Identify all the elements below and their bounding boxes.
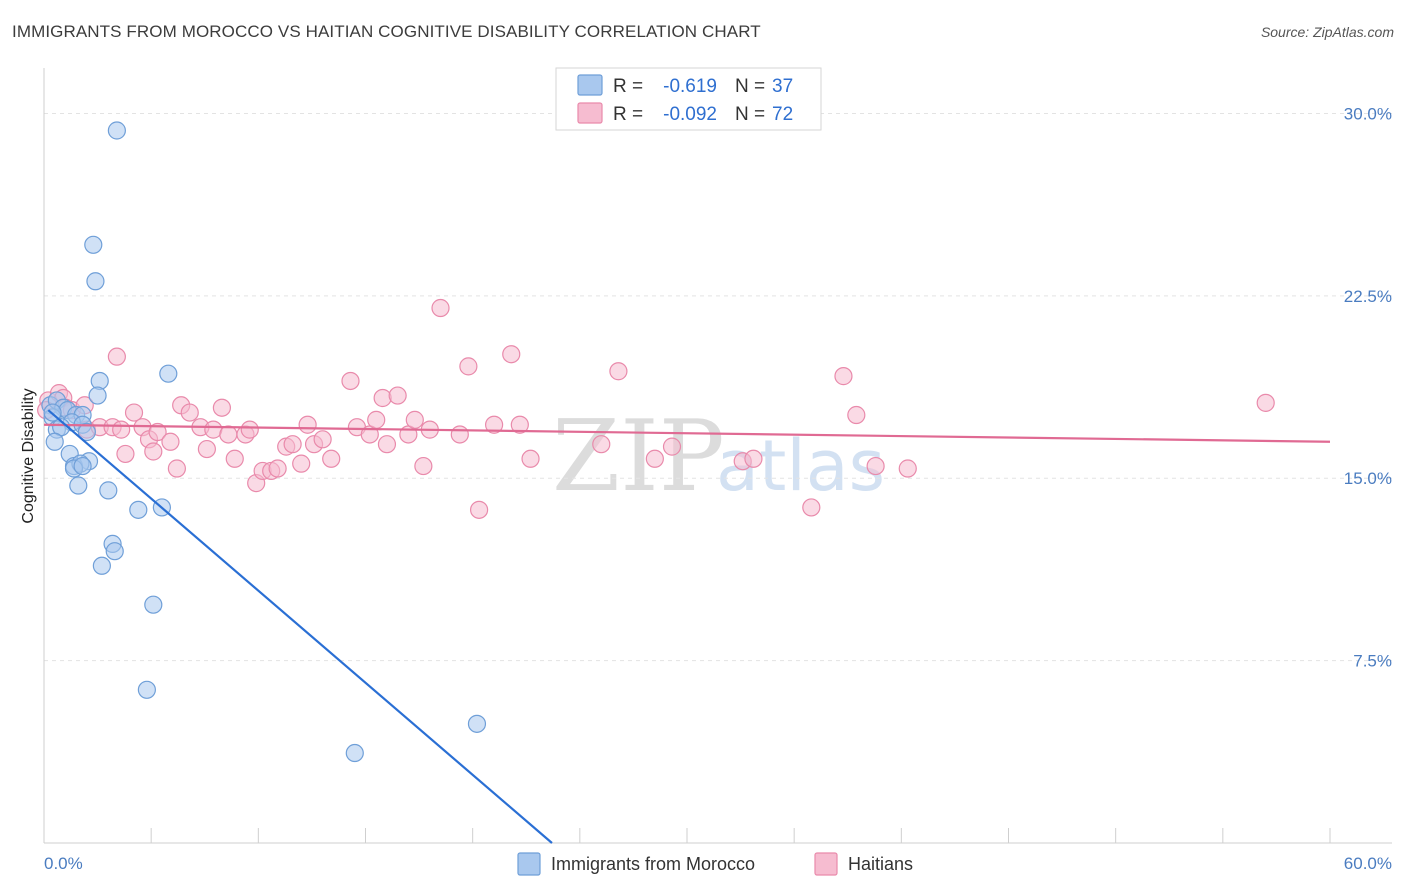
y-tick-label: 22.5% (1344, 287, 1392, 306)
legend-swatch-morocco (577, 74, 603, 96)
y-tick-label: 7.5% (1353, 652, 1392, 671)
haitians-point (1256, 393, 1275, 412)
haitians-point (662, 437, 682, 456)
morocco-trend-line (47, 409, 553, 844)
morocco-point (77, 422, 96, 442)
haitians-point (283, 435, 302, 454)
haitians-point (219, 425, 238, 444)
bottom-legend: Immigrants from Morocco Haitians (517, 852, 913, 876)
grid-lines (44, 112, 1392, 662)
morocco-point (144, 595, 163, 614)
morocco-point (69, 476, 88, 495)
haitians-point (502, 345, 521, 364)
haitians-point (521, 449, 540, 468)
haitians-point (268, 459, 287, 478)
y-tick-label: 30.0% (1344, 104, 1392, 123)
morocco-points (41, 121, 487, 763)
trend-lines (43, 409, 1331, 844)
haitians-point (367, 410, 386, 429)
source-credit: Source: ZipAtlas.com (1260, 24, 1394, 40)
morocco-point (92, 556, 111, 575)
morocco-point (86, 272, 105, 291)
morocco-point (84, 235, 103, 254)
haitians-point (485, 415, 504, 434)
legend-n-label-haitians: N = (735, 104, 765, 125)
haitians-point (388, 386, 407, 405)
chart-title: IMMIGRANTS FROM MOROCCO VS HAITIAN COGNI… (12, 22, 761, 41)
x-tick-label-max: 60.0% (1344, 854, 1392, 873)
haitians-point (645, 449, 664, 468)
haitians-point (802, 498, 821, 517)
haitians-point (744, 449, 763, 468)
haitians-point (405, 410, 424, 429)
legend-r-value-haitians: -0.092 (663, 104, 717, 125)
x-tick-label-min: 0.0% (44, 854, 83, 873)
morocco-point (88, 386, 107, 405)
haitians-point (204, 420, 223, 439)
haitians-point (373, 388, 392, 408)
morocco-point (73, 456, 92, 476)
haitians-point (341, 371, 360, 391)
haitians-point (112, 420, 131, 439)
x-axis-ticks (150, 828, 1331, 843)
morocco-point (129, 500, 148, 519)
haitians-point (107, 347, 126, 366)
haitians-point (431, 298, 450, 318)
haitians-point (148, 422, 167, 442)
legend-swatch-haitians (577, 102, 603, 124)
haitians-point (313, 430, 332, 449)
haitians-point (197, 439, 216, 459)
bottom-legend-swatch-morocco (517, 852, 541, 876)
haitians-point (469, 500, 489, 519)
y-tick-label: 15.0% (1344, 469, 1392, 488)
haitians-point (167, 459, 186, 478)
legend-n-label-morocco: N = (735, 76, 765, 97)
haitians-point (834, 367, 853, 386)
haitians-point (898, 459, 917, 478)
haitians-point (847, 405, 866, 425)
haitians-point (161, 432, 180, 451)
haitians-point (116, 444, 135, 464)
morocco-point (137, 680, 156, 699)
watermark-zip: ZIP (552, 400, 725, 514)
haitians-point (124, 403, 144, 422)
bottom-legend-label-haitians: Haitians (848, 854, 913, 874)
haitians-point (322, 449, 341, 468)
haitians-point (240, 420, 259, 439)
morocco-point (467, 714, 487, 733)
haitians-point (180, 403, 199, 422)
haitians-point (510, 415, 529, 434)
haitians-point (225, 449, 244, 468)
haitians-point (450, 425, 469, 444)
morocco-point (107, 121, 126, 140)
haitians-point (414, 456, 433, 476)
morocco-point (45, 432, 64, 451)
y-axis-tick-labels: 7.5% 15.0% 22.5% 30.0% (1344, 104, 1392, 670)
legend-r-label-morocco: R = (613, 76, 643, 97)
morocco-point (99, 481, 118, 500)
haitians-point (377, 435, 397, 454)
bottom-legend-label-morocco: Immigrants from Morocco (551, 854, 755, 874)
haitians-point (144, 442, 163, 461)
top-legend: R = -0.619 N = 37 R = -0.092 N = 72 (555, 67, 822, 131)
morocco-point (159, 364, 178, 383)
legend-n-value-haitians: 72 (772, 104, 793, 125)
haitians-point (592, 435, 611, 454)
haitians-point (866, 456, 885, 476)
haitians-point (459, 357, 478, 376)
haitians-point (292, 454, 311, 473)
legend-r-label-haitians: R = (613, 104, 643, 125)
morocco-point (345, 743, 364, 763)
haitians-point (298, 415, 317, 434)
morocco-point (105, 542, 124, 561)
haitians-point (609, 362, 628, 381)
legend-r-value-morocco: -0.619 (663, 76, 717, 97)
haitians-point (212, 398, 231, 417)
bottom-legend-swatch-haitians (814, 852, 838, 876)
legend-n-value-morocco: 37 (772, 76, 793, 97)
y-axis-title: Cognitive Disability (20, 388, 37, 523)
haitians-trend-line (43, 423, 1331, 443)
